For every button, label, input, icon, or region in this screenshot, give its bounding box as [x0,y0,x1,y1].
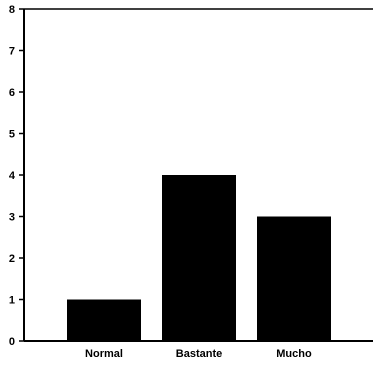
x-tick-label: Mucho [276,348,312,360]
y-tick-label: 0 [9,336,15,348]
y-tick-label: 1 [9,295,15,307]
y-axis-ticks: 0 1 2 3 4 5 6 7 8 [9,4,24,348]
bar-normal [67,299,141,341]
bar-mucho [257,216,331,341]
y-tick-label: 6 [9,87,15,99]
y-tick-label: 7 [9,46,15,58]
y-tick-label: 3 [9,212,15,224]
bars [67,175,331,341]
x-axis-labels: Normal Bastante Mucho [85,348,312,360]
y-tick-label: 4 [9,170,16,182]
x-tick-label: Bastante [176,348,222,360]
y-tick-label: 5 [9,129,15,141]
bar-bastante [162,175,236,341]
y-tick-label: 2 [9,253,15,265]
y-tick-label: 8 [9,4,15,16]
x-tick-label: Normal [85,348,123,360]
